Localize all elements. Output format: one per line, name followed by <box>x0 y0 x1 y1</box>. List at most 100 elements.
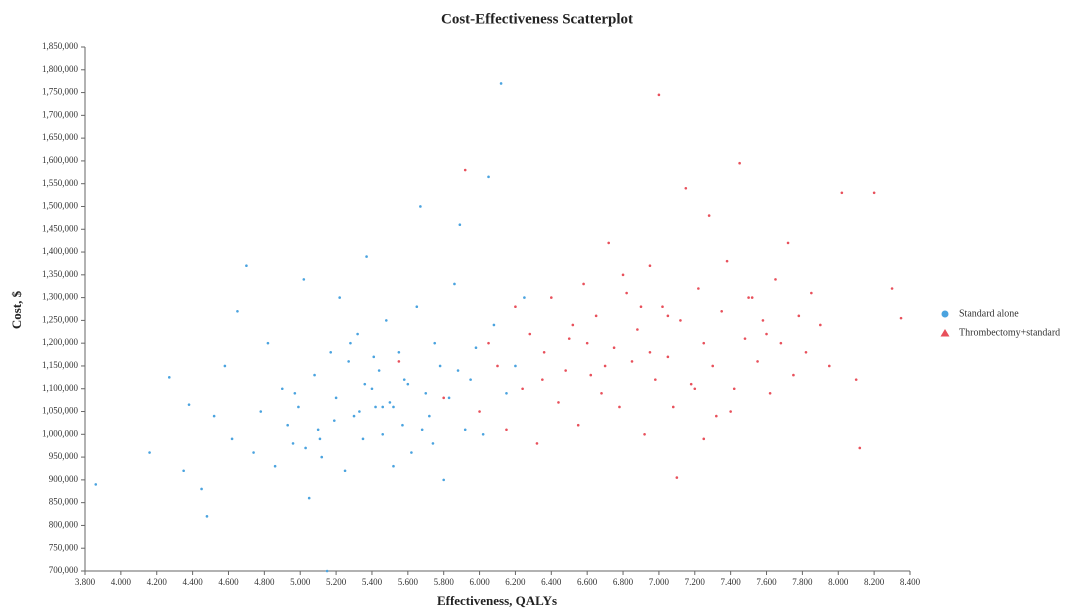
data-point <box>621 273 625 277</box>
y-tick-label: 1,100,000 <box>42 383 79 393</box>
data-point <box>286 423 289 427</box>
data-point <box>392 464 395 468</box>
data-point <box>447 396 451 400</box>
y-tick-label: 900,000 <box>49 474 79 484</box>
legend-label: Thrombectomy+standard <box>959 327 1060 338</box>
data-point <box>266 341 270 345</box>
data-point <box>702 437 706 441</box>
data-point <box>410 451 413 454</box>
x-tick-label: 3.800 <box>75 577 96 587</box>
data-point <box>363 382 367 386</box>
x-tick-label: 6.600 <box>577 577 598 587</box>
data-point <box>463 428 467 432</box>
data-point <box>313 373 316 377</box>
data-point <box>397 360 401 363</box>
data-point <box>567 337 571 340</box>
x-tick-label: 5.000 <box>290 577 311 587</box>
data-point <box>589 373 593 377</box>
data-point <box>666 355 670 359</box>
data-point <box>334 396 338 400</box>
x-tick-label: 4.000 <box>111 577 132 587</box>
data-point <box>293 391 297 395</box>
data-point <box>487 175 490 179</box>
data-point <box>732 387 736 391</box>
data-point <box>332 419 336 422</box>
data-point <box>585 341 589 345</box>
data-point <box>148 451 151 454</box>
data-point <box>187 403 191 406</box>
y-axis-title: Cost, $ <box>9 290 24 329</box>
data-point <box>679 319 682 322</box>
data-point <box>230 437 234 441</box>
data-point <box>514 305 517 309</box>
data-point <box>496 364 499 368</box>
data-point <box>523 296 526 299</box>
data-point <box>420 428 424 432</box>
data-point <box>273 464 277 468</box>
data-point <box>302 278 306 281</box>
data-point <box>349 341 352 345</box>
data-point <box>594 314 598 318</box>
data-point <box>259 410 263 413</box>
data-point <box>576 423 580 427</box>
data-point <box>707 214 711 217</box>
data-point <box>456 369 460 372</box>
x-tick-label: 8.000 <box>828 577 849 587</box>
data-point <box>245 264 248 268</box>
y-tick-label: 950,000 <box>49 451 79 461</box>
y-tick-label: 1,350,000 <box>42 269 79 279</box>
data-point <box>377 369 381 372</box>
data-point <box>478 410 481 413</box>
data-point <box>370 387 374 391</box>
data-point <box>643 433 646 436</box>
x-tick-label: 7.200 <box>685 577 706 587</box>
data-point <box>607 241 610 245</box>
data-point <box>316 428 320 432</box>
x-tick-label: 5.400 <box>362 577 383 587</box>
data-point <box>481 433 485 436</box>
x-tick-label: 6.800 <box>613 577 634 587</box>
data-point <box>499 82 503 85</box>
data-point <box>765 332 768 336</box>
data-point <box>415 305 419 309</box>
data-point <box>401 423 404 427</box>
data-point <box>693 387 697 391</box>
data-point <box>648 350 652 354</box>
data-point <box>786 241 790 245</box>
data-point <box>397 350 401 354</box>
y-tick-label: 1,500,000 <box>42 201 79 211</box>
data-point <box>318 437 322 441</box>
data-point <box>657 93 661 97</box>
data-point <box>307 496 311 500</box>
data-point <box>381 405 385 409</box>
data-point <box>304 446 307 450</box>
legend-marker <box>940 329 950 337</box>
data-point <box>223 364 227 368</box>
data-point <box>747 296 750 299</box>
x-tick-label: 7.800 <box>792 577 813 587</box>
data-point <box>424 391 428 395</box>
data-point <box>402 378 406 381</box>
data-point <box>385 319 388 322</box>
y-tick-label: 1,450,000 <box>42 223 79 233</box>
x-tick-label: 6.400 <box>541 577 562 587</box>
data-point <box>564 369 567 372</box>
data-point <box>167 376 171 379</box>
y-tick-label: 1,600,000 <box>42 155 79 165</box>
data-point <box>212 414 216 418</box>
data-point <box>442 478 445 482</box>
x-tick-label: 8.200 <box>864 577 885 587</box>
data-point <box>618 405 621 409</box>
y-tick-label: 700,000 <box>49 565 79 575</box>
data-point <box>352 414 356 418</box>
chart-title: Cost-Effectiveness Scatterplot <box>441 11 633 27</box>
data-point <box>528 332 532 336</box>
x-tick-label: 5.200 <box>326 577 347 587</box>
data-point <box>381 433 385 436</box>
data-point <box>661 305 664 309</box>
data-point <box>252 451 255 454</box>
data-point <box>840 191 844 195</box>
data-point <box>779 341 783 345</box>
data-point <box>347 360 350 363</box>
data-point <box>872 191 876 195</box>
